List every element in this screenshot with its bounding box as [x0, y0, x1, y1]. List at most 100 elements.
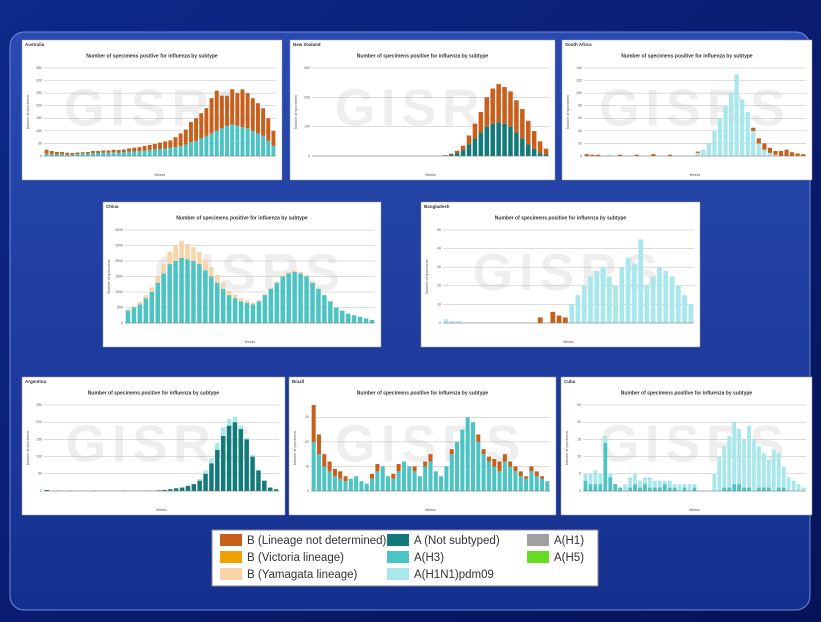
bar	[443, 155, 448, 156]
bar	[286, 273, 291, 323]
bar	[250, 302, 256, 305]
bar	[214, 90, 219, 131]
bar	[163, 141, 168, 149]
bar	[423, 466, 428, 491]
legend-swatch	[220, 551, 242, 563]
bar	[280, 276, 285, 323]
bar	[179, 257, 184, 323]
bar	[776, 453, 781, 488]
bar	[638, 239, 644, 323]
y-axis-label: Number of specimens	[26, 95, 30, 129]
bar	[225, 125, 229, 156]
bar	[188, 142, 193, 156]
y-axis-label: Number of specimens	[566, 95, 570, 129]
bar	[606, 154, 612, 156]
legend-label: B (Victoria lineage)	[247, 552, 344, 564]
bar	[472, 123, 478, 139]
bar	[370, 478, 375, 491]
y-tick-label: 1000	[115, 290, 123, 294]
bar	[454, 150, 460, 154]
bar	[732, 422, 737, 485]
bar	[238, 301, 244, 323]
y-tick-label: 50	[38, 141, 42, 145]
y-tick-label: 0	[580, 154, 582, 158]
bar	[734, 74, 739, 156]
bar	[776, 487, 781, 491]
y-axis-label: Number of specimens	[26, 431, 30, 465]
bar	[433, 471, 438, 491]
y-tick-label: 200	[36, 420, 42, 424]
y-tick-label: 100	[36, 455, 42, 459]
bar	[194, 140, 199, 156]
bar	[524, 478, 529, 491]
bar	[343, 476, 348, 482]
bar	[116, 149, 121, 153]
bar	[167, 264, 172, 323]
bar	[197, 480, 202, 491]
bar	[143, 298, 149, 323]
bar	[85, 153, 90, 156]
bar	[127, 151, 132, 156]
y-tick-label: 2000	[115, 259, 123, 263]
bar	[316, 434, 321, 455]
bar	[232, 294, 238, 299]
bar	[545, 481, 550, 491]
bar	[191, 484, 197, 491]
bar	[65, 154, 70, 156]
bar	[158, 148, 162, 156]
bar	[185, 259, 190, 323]
bar	[496, 84, 501, 123]
bar	[209, 276, 214, 323]
bar	[292, 271, 297, 323]
bar	[633, 473, 637, 485]
bar	[127, 148, 132, 152]
bar	[534, 476, 539, 491]
bar	[54, 154, 59, 156]
y-tick-label: 140	[576, 66, 582, 70]
bar	[101, 152, 106, 156]
bar	[220, 288, 226, 323]
bar	[712, 473, 717, 491]
y-tick-label: 100	[304, 125, 310, 129]
bar	[490, 123, 495, 156]
bar	[412, 471, 417, 491]
chart-title: Number of specimens positive for influen…	[86, 53, 218, 59]
bar	[737, 429, 741, 485]
bar	[449, 454, 454, 491]
bar	[773, 154, 778, 156]
bar	[496, 122, 501, 156]
bar	[226, 295, 232, 323]
bar	[369, 319, 375, 323]
bar	[351, 315, 357, 323]
bar	[588, 276, 593, 323]
bar	[692, 487, 697, 491]
bar	[682, 484, 687, 488]
bar	[460, 145, 466, 151]
bar	[688, 304, 694, 323]
bar	[460, 150, 466, 156]
y-tick-label: 0	[40, 154, 42, 158]
bar	[672, 487, 677, 491]
bar	[266, 118, 271, 141]
bar	[230, 89, 235, 125]
bar	[173, 261, 178, 323]
bar	[450, 321, 455, 323]
bar	[723, 105, 728, 156]
y-axis-label: Number of specimens	[107, 259, 111, 293]
y-tick-label: 30	[305, 415, 309, 419]
bar	[518, 471, 523, 477]
bar	[524, 476, 529, 479]
bar	[761, 453, 766, 488]
bar	[232, 417, 238, 423]
bar	[238, 425, 244, 430]
bar	[271, 145, 276, 156]
bar	[531, 131, 537, 149]
bar	[728, 93, 734, 156]
bar	[226, 290, 232, 296]
bar	[766, 460, 771, 488]
bar	[375, 463, 380, 472]
bar	[657, 487, 662, 491]
bar	[149, 287, 155, 292]
y-tick-label: 20	[577, 420, 581, 424]
